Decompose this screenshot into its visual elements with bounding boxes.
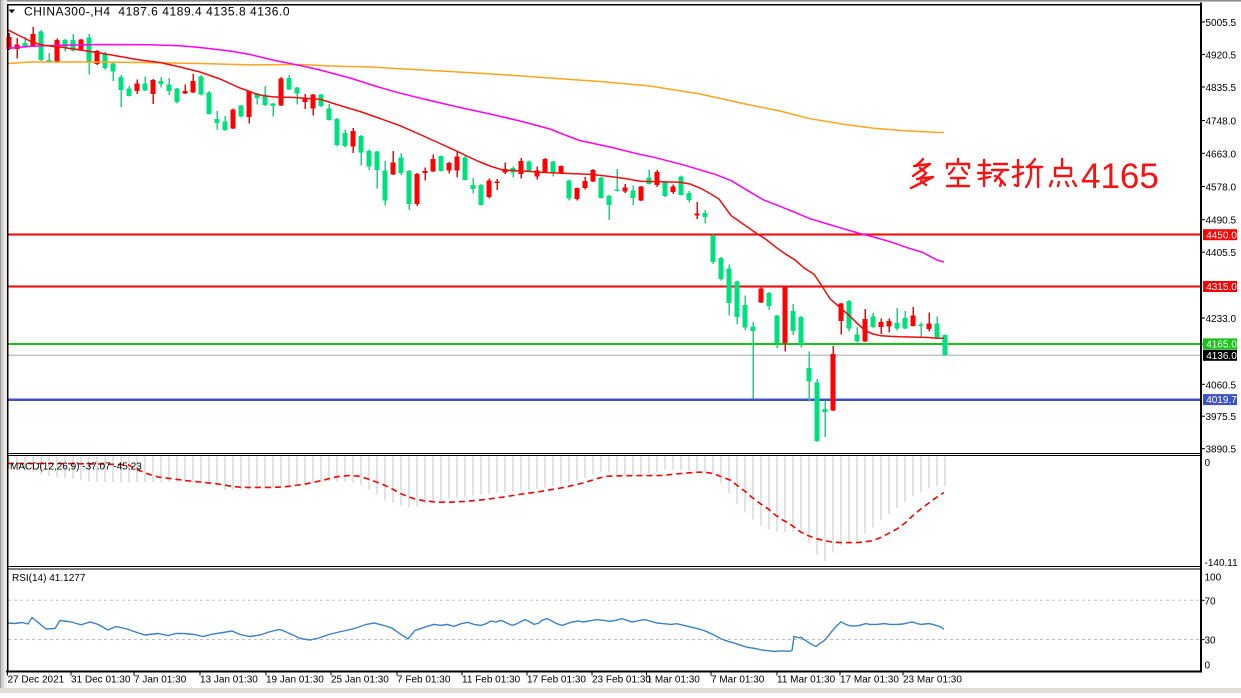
svg-text:30: 30: [1205, 636, 1217, 647]
svg-text:27 Dec 2021: 27 Dec 2021: [8, 675, 65, 686]
svg-text:70: 70: [1205, 596, 1217, 607]
svg-text:RSI(14) 41.1277: RSI(14) 41.1277: [12, 573, 86, 584]
svg-text:4136.0: 4136.0: [1206, 351, 1237, 362]
svg-text:-140.11: -140.11: [1205, 558, 1239, 569]
svg-text:31 Dec 01:30: 31 Dec 01:30: [71, 675, 131, 686]
svg-text:4450.0: 4450.0: [1206, 230, 1237, 241]
svg-text:23 Feb 01:30: 23 Feb 01:30: [592, 675, 651, 686]
svg-text:100: 100: [1205, 572, 1222, 583]
svg-text:4748.0: 4748.0: [1206, 117, 1237, 128]
svg-text:13 Jan 01:30: 13 Jan 01:30: [200, 675, 258, 686]
svg-text:4060.5: 4060.5: [1206, 380, 1237, 391]
svg-text:4578.0: 4578.0: [1206, 183, 1237, 194]
svg-text:4019.7: 4019.7: [1206, 395, 1237, 406]
svg-text:4490.5: 4490.5: [1206, 216, 1237, 227]
svg-text:4165: 4165: [1081, 157, 1159, 196]
svg-text:5005.5: 5005.5: [1206, 18, 1237, 29]
svg-text:17 Mar 01:30: 17 Mar 01:30: [840, 675, 899, 686]
svg-text:4165.0: 4165.0: [1206, 340, 1237, 351]
svg-text:0: 0: [1205, 661, 1211, 672]
svg-text:4405.5: 4405.5: [1206, 248, 1237, 259]
svg-text:4315.0: 4315.0: [1206, 282, 1237, 293]
svg-text:MACD(12,26,9) -37.07 -45.23: MACD(12,26,9) -37.07 -45.23: [10, 462, 142, 473]
svg-text:7 Mar 01:30: 7 Mar 01:30: [711, 675, 765, 686]
svg-text:CHINA300-,H4 4187.6 4189.4 41: CHINA300-,H4 4187.6 4189.4 4135.8 4136.0: [24, 5, 290, 19]
svg-text:23 Mar 01:30: 23 Mar 01:30: [903, 675, 962, 686]
svg-text:11 Feb 01:30: 11 Feb 01:30: [462, 675, 521, 686]
svg-text:7 Feb 01:30: 7 Feb 01:30: [397, 675, 451, 686]
svg-text:3975.5: 3975.5: [1206, 412, 1237, 423]
svg-text:4663.0: 4663.0: [1206, 149, 1237, 160]
svg-text:7 Jan 01:30: 7 Jan 01:30: [134, 675, 187, 686]
svg-text:25 Jan 01:30: 25 Jan 01:30: [331, 675, 389, 686]
svg-text:0: 0: [1205, 458, 1211, 469]
svg-text:11 Mar 01:30: 11 Mar 01:30: [777, 675, 836, 686]
svg-text:17 Feb 01:30: 17 Feb 01:30: [527, 675, 586, 686]
svg-text:4835.5: 4835.5: [1206, 83, 1237, 94]
svg-text:19 Jan 01:30: 19 Jan 01:30: [266, 675, 324, 686]
svg-text:3890.5: 3890.5: [1206, 445, 1237, 456]
svg-text:1 Mar 01:30: 1 Mar 01:30: [647, 675, 701, 686]
svg-text:4233.0: 4233.0: [1206, 314, 1237, 325]
svg-text:4920.5: 4920.5: [1206, 50, 1237, 61]
